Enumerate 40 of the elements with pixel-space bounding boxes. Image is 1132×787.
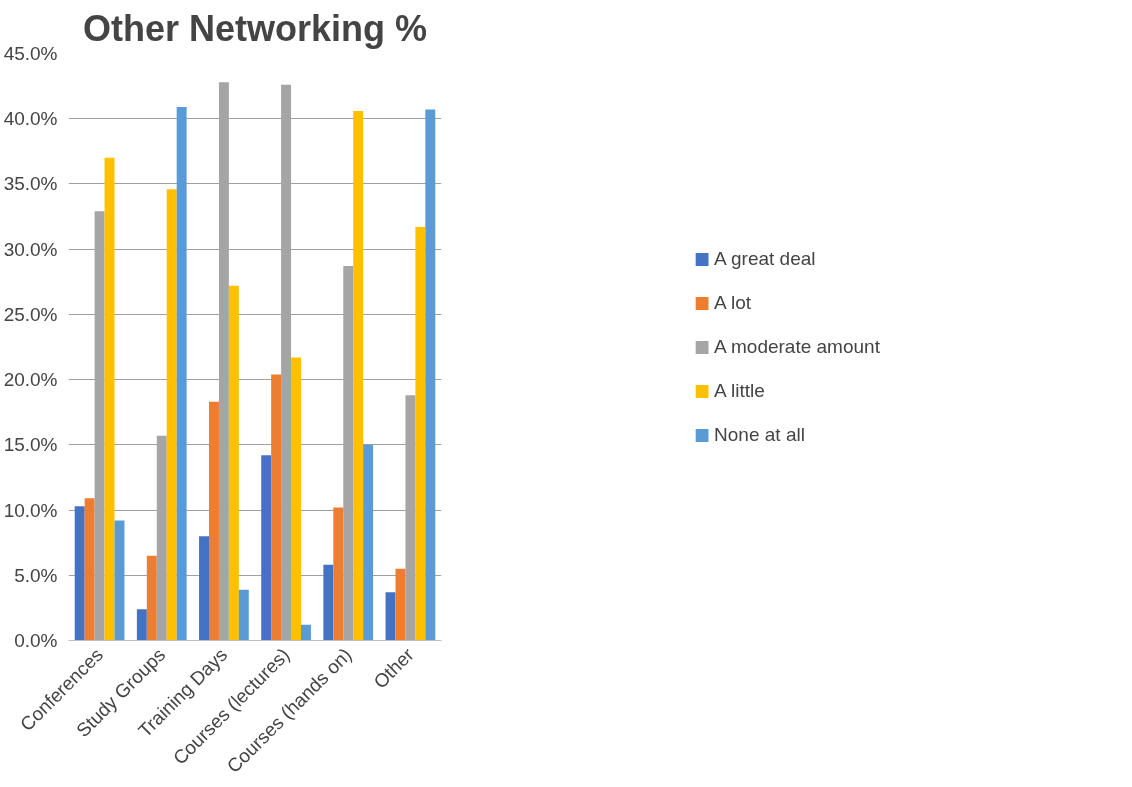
bar [238,589,249,641]
bar [209,401,219,641]
bar [114,520,125,641]
chart-title: Other Networking % [82,7,428,49]
bar [136,609,147,641]
y-tick-label: 40.0% [3,108,58,130]
bar [363,444,374,641]
y-tick-label: 30.0% [3,238,58,260]
legend-label: A lot [714,291,752,314]
bar [228,285,239,641]
bar [271,374,282,641]
bar [146,555,157,641]
bar [323,564,334,641]
bar [333,507,344,641]
bar [199,536,209,641]
y-tick-label: 15.0% [3,434,58,456]
legend-label: A little [714,379,765,402]
bar [104,157,115,641]
y-tick-label: 5.0% [14,564,58,586]
y-tick-label: 45.0% [3,43,58,64]
bar [353,110,364,641]
bar [84,498,95,641]
legend-label: A great deal [714,247,816,270]
bar [395,568,406,641]
bar [301,624,311,641]
y-tick-label: 20.0% [3,369,58,391]
y-tick-label: 10.0% [3,499,58,521]
bar [425,109,436,641]
bar [166,189,177,641]
bar [291,357,301,641]
bar [385,592,396,641]
y-tick-label: 25.0% [3,303,58,325]
y-tick-label: 35.0% [3,173,58,195]
bar [415,226,426,641]
bar [261,455,272,641]
legend-label: A moderate amount [714,335,880,358]
bar [74,506,85,641]
y-tick-label: 0.0% [14,630,58,651]
legend-label: None at all [714,423,805,446]
bar [176,106,187,641]
